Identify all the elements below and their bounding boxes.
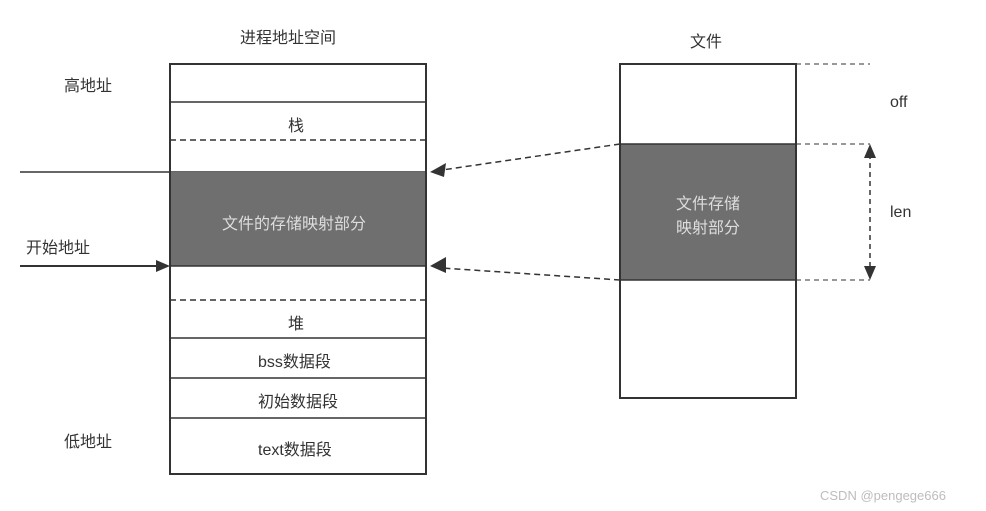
file-mapped-label-2: 映射部分 (676, 214, 740, 238)
watermark: CSDN @pengege666 (820, 488, 946, 503)
process-space-title: 进程地址空间 (240, 24, 336, 48)
stack-label: 栈 (288, 112, 304, 136)
high-addr-label: 高地址 (64, 72, 112, 96)
off-label: off (890, 94, 908, 112)
process-mapped-label: 文件的存储映射部分 (222, 210, 366, 234)
bss-label: bss数据段 (258, 348, 331, 372)
len-label: len (890, 204, 911, 222)
init-data-label: 初始数据段 (258, 388, 338, 412)
low-addr-label: 低地址 (64, 428, 112, 452)
file-title: 文件 (690, 28, 722, 52)
start-addr-label: 开始地址 (26, 234, 90, 258)
heap-label: 堆 (288, 310, 304, 334)
text-label: text数据段 (258, 436, 332, 460)
diagram-canvas (0, 0, 986, 511)
file-mapped-label-1: 文件存储 (676, 190, 740, 214)
